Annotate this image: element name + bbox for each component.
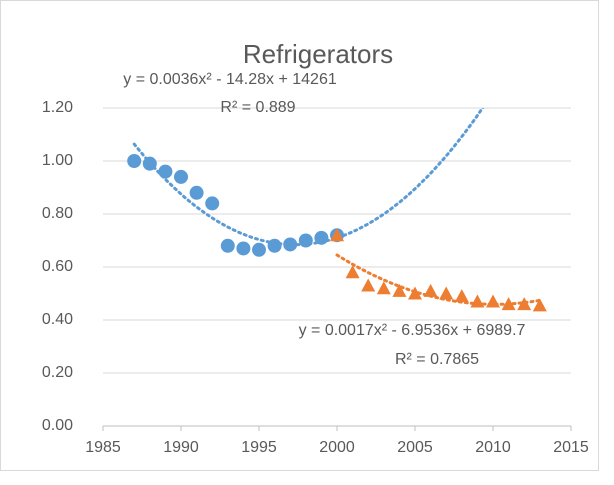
marker (267, 238, 282, 253)
y-tick-label: 0.00 (42, 417, 73, 434)
marker (220, 238, 235, 253)
marker (361, 278, 376, 292)
trendline-r2: R² = 0.889 (220, 99, 295, 116)
trendline-r2: R² = 0.7865 (395, 351, 479, 368)
marker (330, 228, 344, 242)
y-tick-label: 1.00 (42, 152, 73, 169)
marker (423, 283, 438, 297)
x-tick-label: 1990 (163, 439, 199, 456)
chart-border (0, 0, 599, 471)
marker (517, 297, 532, 311)
marker (158, 164, 173, 179)
chart-title: Refrigerators (243, 39, 393, 69)
marker (236, 241, 251, 256)
marker (470, 294, 485, 308)
y-tick-label: 0.80 (42, 205, 73, 222)
marker (189, 185, 204, 200)
marker (486, 294, 500, 308)
x-tick-label: 2000 (319, 439, 355, 456)
x-tick-label: 1995 (241, 439, 277, 456)
marker (283, 237, 298, 252)
marker (127, 154, 142, 168)
marker (298, 233, 313, 248)
y-tick-label: 0.20 (42, 364, 73, 381)
marker (408, 286, 422, 300)
marker (174, 169, 188, 184)
marker (252, 242, 266, 257)
marker (454, 289, 469, 303)
marker (532, 298, 547, 312)
marker (205, 196, 220, 211)
x-tick-label: 2005 (397, 439, 433, 456)
marker (439, 286, 454, 300)
marker (142, 156, 157, 171)
marker (314, 230, 329, 245)
marker (376, 281, 391, 295)
marker (501, 297, 516, 311)
y-tick-label: 1.20 (42, 99, 73, 116)
x-tick-label: 2010 (475, 439, 511, 456)
y-tick-label: 0.60 (42, 258, 73, 275)
x-tick-label: 1985 (85, 439, 121, 456)
trendline-equation: y = 0.0017x² - 6.9536x + 6989.7 (299, 322, 526, 339)
y-tick-label: 0.40 (42, 311, 73, 328)
marker (345, 265, 360, 279)
marker (392, 283, 407, 297)
trendline (132, 108, 485, 247)
trendline-equation: y = 0.0036x² - 14.28x + 14261 (123, 71, 337, 88)
x-tick-label: 2015 (553, 439, 589, 456)
